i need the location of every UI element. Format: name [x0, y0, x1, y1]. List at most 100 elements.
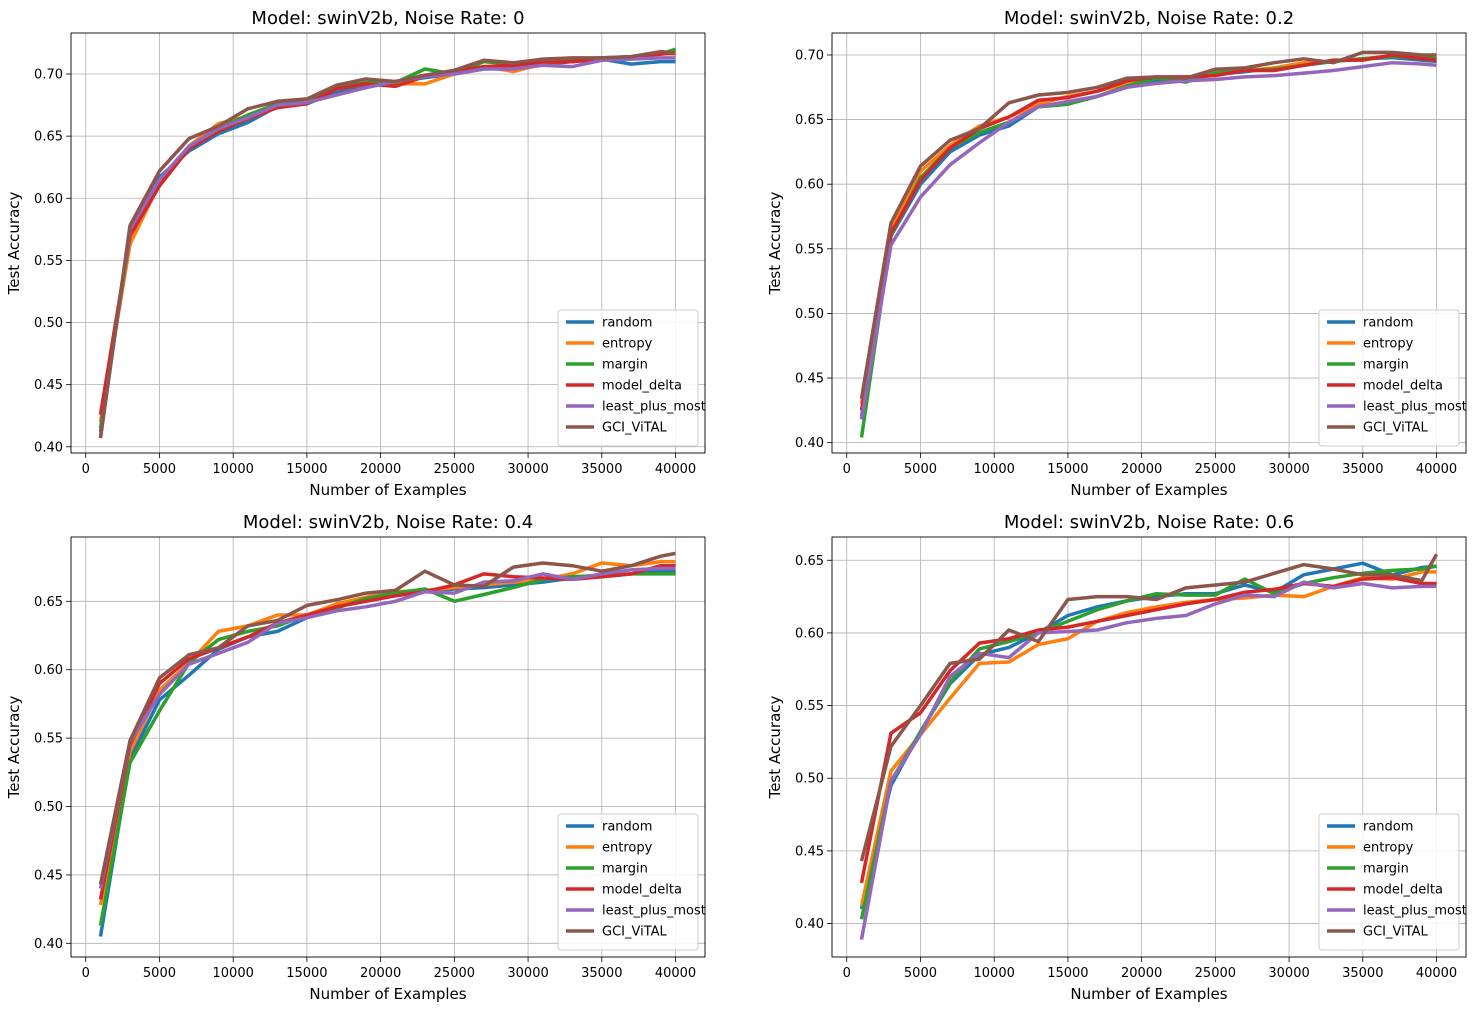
- legend-label: least_plus_most: [1363, 904, 1467, 919]
- legend-label: least_plus_most: [602, 904, 706, 919]
- x-tick-label: 30000: [507, 966, 548, 981]
- y-tick-label: 0.55: [34, 254, 63, 269]
- legend: random entropy margin model_delta least_plus…: [557, 309, 706, 447]
- x-tick-label: 20000: [1121, 462, 1162, 477]
- legend-label: least_plus_most: [602, 400, 706, 415]
- legend-label: random: [1363, 316, 1413, 331]
- x-tick-label: 20000: [360, 462, 401, 477]
- legend-label: margin: [602, 358, 648, 373]
- x-tick-label: 0: [843, 966, 851, 981]
- x-tick-label: 0: [82, 462, 90, 477]
- y-tick-label: 0.70: [795, 48, 824, 63]
- y-tick-label: 0.55: [795, 242, 824, 257]
- legend-label: GCI_ViTAL: [1363, 421, 1429, 436]
- legend-label: margin: [602, 862, 648, 877]
- y-tick-label: 0.60: [795, 626, 824, 641]
- legend-label: model_delta: [602, 379, 682, 394]
- series-line-gci-vital: [859, 50, 1437, 399]
- chart-title: Model: swinV2b, Noise Rate: 0.2: [1004, 8, 1294, 29]
- x-tick-label: 40000: [655, 966, 696, 981]
- x-tick-label: 40000: [1416, 966, 1457, 981]
- y-tick-label: 0.40: [795, 436, 824, 451]
- x-axis-label: Number of Examples: [1070, 481, 1227, 499]
- y-tick-label: 0.45: [795, 372, 824, 387]
- chart-title: Model: swinV2b, Noise Rate: 0.4: [243, 512, 533, 533]
- y-tick-label: 0.65: [34, 595, 63, 610]
- x-tick-label: 35000: [1342, 966, 1383, 981]
- x-tick-label: 0: [843, 462, 851, 477]
- legend-label: margin: [1363, 862, 1409, 877]
- plot-frame: [70, 32, 706, 454]
- plot-frame: [70, 536, 706, 958]
- series-line-random: [859, 561, 1437, 910]
- y-tick-label: 0.65: [34, 130, 63, 145]
- y-tick-label: 0.65: [795, 554, 824, 569]
- x-tick-label: 30000: [1268, 966, 1309, 981]
- x-tick-label: 5000: [904, 966, 937, 981]
- chart-panel-2: Model: swinV2b, Noise Rate: 0.2 0 5000 1000…: [766, 8, 1467, 499]
- x-tick-label: 10000: [213, 966, 254, 981]
- chart-panel-1: Model: swinV2b, Noise Rate: 0 0 5000 10000 1…: [5, 8, 706, 499]
- legend-label: model_delta: [1363, 379, 1443, 394]
- legend-label: GCI_ViTAL: [1363, 925, 1429, 940]
- x-tick-label: 5000: [143, 462, 176, 477]
- x-tick-label: 15000: [286, 966, 327, 981]
- y-axis-label: Test Accuracy: [766, 695, 784, 799]
- y-tick-label: 0.65: [795, 113, 824, 128]
- x-tick-label: 25000: [434, 966, 475, 981]
- y-axis-label: Test Accuracy: [5, 191, 23, 295]
- legend-label: random: [602, 820, 652, 835]
- y-tick-label: 0.70: [34, 68, 63, 83]
- y-tick-label: 0.50: [34, 316, 63, 331]
- y-tick-label: 0.50: [34, 800, 63, 815]
- x-tick-label: 25000: [434, 462, 475, 477]
- legend: random entropy margin model_delta least_plus…: [1318, 309, 1467, 447]
- x-tick-label: 15000: [1047, 966, 1088, 981]
- x-tick-label: 10000: [974, 966, 1015, 981]
- y-axis-label: Test Accuracy: [766, 191, 784, 295]
- y-tick-label: 0.50: [795, 772, 824, 787]
- legend-label: GCI_ViTAL: [602, 421, 668, 436]
- y-tick-label: 0.40: [795, 917, 824, 932]
- x-tick-label: 15000: [286, 462, 327, 477]
- y-tick-label: 0.45: [34, 868, 63, 883]
- chart-panel-4: Model: swinV2b, Noise Rate: 0.6 0 5000 1000…: [766, 512, 1467, 1003]
- x-tick-label: 10000: [213, 462, 254, 477]
- series-line-margin: [859, 564, 1437, 920]
- chart-panel-3: Model: swinV2b, Noise Rate: 0.4 0 5000 1000…: [5, 512, 706, 1003]
- y-tick-label: 0.45: [34, 378, 63, 393]
- series-line-least-plus-most: [859, 60, 1437, 420]
- x-tick-label: 0: [82, 966, 90, 981]
- plot-frame: [831, 32, 1467, 454]
- y-tick-label: 0.55: [795, 699, 824, 714]
- chart-title: Model: swinV2b, Noise Rate: 0.6: [1004, 512, 1294, 533]
- x-tick-label: 5000: [904, 462, 937, 477]
- y-axis-label: Test Accuracy: [5, 695, 23, 799]
- series-line-gci-vital: [98, 49, 676, 439]
- x-tick-label: 20000: [1121, 966, 1162, 981]
- x-tick-label: 20000: [360, 966, 401, 981]
- series-line-model-delta: [98, 51, 676, 415]
- x-tick-label: 30000: [1268, 462, 1309, 477]
- legend-label: margin: [1363, 358, 1409, 373]
- y-tick-label: 0.45: [795, 844, 824, 859]
- legend: random entropy margin model_delta least_plus…: [557, 813, 706, 951]
- legend-label: random: [602, 316, 652, 331]
- legend-label: entropy: [602, 841, 653, 856]
- x-tick-label: 35000: [581, 966, 622, 981]
- x-tick-label: 35000: [1342, 462, 1383, 477]
- legend-label: model_delta: [602, 883, 682, 898]
- legend: random entropy margin model_delta least_plus…: [1318, 813, 1467, 951]
- y-tick-label: 0.60: [795, 178, 824, 193]
- x-axis-label: Number of Examples: [309, 985, 466, 1003]
- x-tick-label: 30000: [507, 462, 548, 477]
- x-tick-label: 25000: [1195, 462, 1236, 477]
- x-axis-label: Number of Examples: [309, 481, 466, 499]
- y-tick-label: 0.60: [34, 663, 63, 678]
- series-line-gci-vital: [859, 553, 1439, 862]
- legend-label: least_plus_most: [1363, 400, 1467, 415]
- legend-label: entropy: [602, 337, 653, 352]
- plot-frame: [831, 536, 1467, 958]
- x-tick-label: 40000: [655, 462, 696, 477]
